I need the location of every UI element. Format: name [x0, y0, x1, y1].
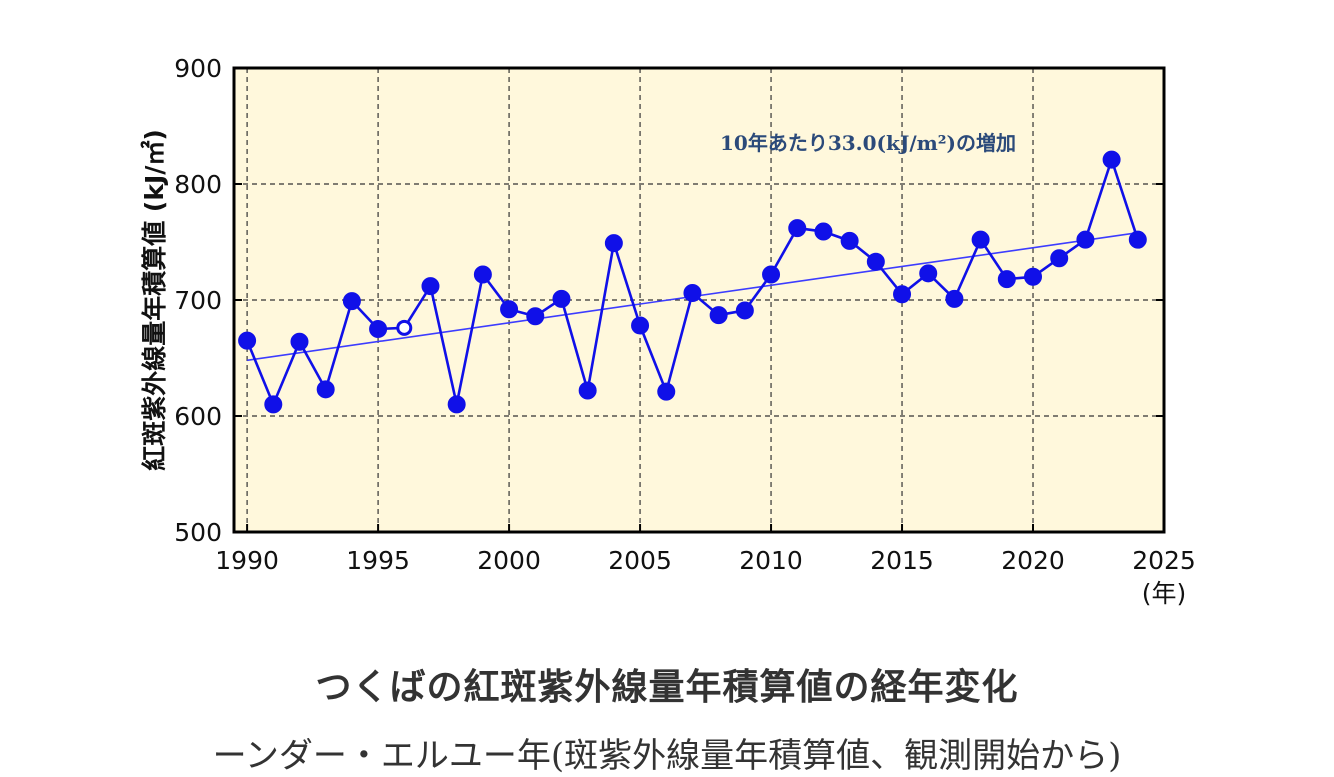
- data-point: [316, 380, 335, 399]
- x-tick-label: 1990: [215, 546, 279, 575]
- data-point: [840, 231, 859, 250]
- y-tick-label: 800: [174, 170, 222, 199]
- data-point: [762, 265, 781, 284]
- caption-title: つくばの紅斑紫外線量年積算値の経年変化: [315, 666, 1019, 708]
- data-point: [971, 230, 990, 249]
- data-point: [578, 381, 597, 400]
- data-point: [500, 300, 519, 319]
- data-point: [369, 320, 388, 338]
- data-point: [814, 222, 833, 241]
- data-point: [997, 270, 1016, 289]
- x-axis-unit: (年): [1142, 579, 1187, 608]
- data-point: [683, 284, 702, 303]
- data-point: [342, 292, 361, 311]
- data-point: [945, 289, 964, 308]
- y-tick-label: 900: [174, 54, 222, 83]
- data-point: [526, 307, 545, 326]
- data-point: [552, 289, 571, 308]
- data-point: [1076, 230, 1095, 249]
- data-point: [447, 395, 466, 414]
- data-point: [1102, 150, 1121, 169]
- data-point: [735, 301, 754, 320]
- x-tick-label: 2000: [477, 546, 541, 575]
- data-point: [396, 319, 413, 336]
- chart: 1990 1995 2000 2005 2010 2015 2020 2025 500 600 70…: [140, 54, 1196, 608]
- y-tick-label: 700: [174, 286, 222, 315]
- data-point: [788, 219, 807, 238]
- data-point: [473, 265, 492, 284]
- x-tick-label: 2010: [739, 546, 803, 575]
- x-tick-label: 2020: [1001, 546, 1065, 575]
- y-axis-label: 紅斑紫外線量年積算値 (kJ/㎡): [140, 129, 169, 471]
- data-point: [709, 306, 728, 325]
- x-tick-label: 2005: [608, 546, 672, 575]
- data-point: [631, 316, 650, 335]
- data-point: [1024, 267, 1043, 286]
- data-point: [866, 252, 885, 271]
- data-point: [1128, 230, 1147, 249]
- data-point: [238, 331, 257, 350]
- axis-ticks: 1990 1995 2000 2005 2010 2015 2020 2025 500 600 70…: [174, 54, 1196, 575]
- data-point: [657, 382, 676, 401]
- data-point: [421, 277, 440, 296]
- data-point: [1050, 249, 1069, 268]
- data-point: [290, 332, 309, 351]
- trend-annotation: 10年あたり33.0(kJ/m²)の増加: [720, 131, 1016, 155]
- data-point: [264, 395, 283, 414]
- x-tick-label: 2015: [870, 546, 934, 575]
- series-layer: [238, 150, 1147, 414]
- y-tick-label: 600: [174, 402, 222, 431]
- data-point: [893, 285, 912, 304]
- x-tick-label: 2025: [1132, 546, 1196, 575]
- grid-lines: [234, 68, 1164, 532]
- caption-subtitle: ーンダー・エルユー年(斑紫外線量年積算値、観測開始から): [212, 736, 1122, 776]
- x-tick-label: 1995: [346, 546, 410, 575]
- data-point: [604, 234, 623, 253]
- y-tick-label: 500: [174, 518, 222, 547]
- data-point: [919, 264, 938, 283]
